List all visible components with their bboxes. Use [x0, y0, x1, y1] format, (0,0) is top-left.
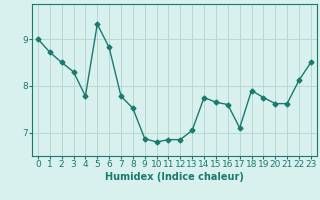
X-axis label: Humidex (Indice chaleur): Humidex (Indice chaleur)	[105, 172, 244, 182]
